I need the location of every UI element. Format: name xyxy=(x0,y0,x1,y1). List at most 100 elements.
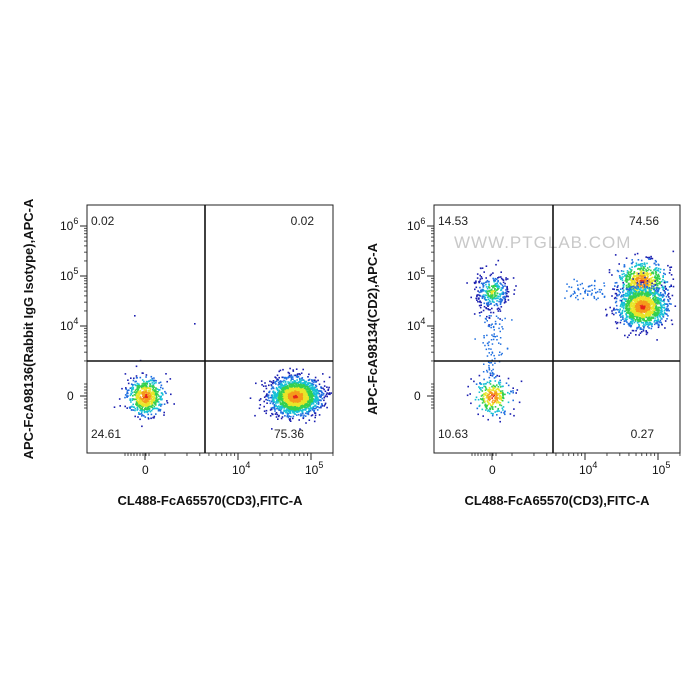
event-point xyxy=(486,400,489,402)
event-point xyxy=(295,395,298,398)
event-point xyxy=(303,385,306,387)
event-point xyxy=(636,285,638,287)
event-point xyxy=(136,386,139,389)
event-point xyxy=(633,321,636,324)
event-point xyxy=(660,284,663,287)
event-point xyxy=(649,293,652,296)
event-point xyxy=(635,282,638,284)
event-point xyxy=(470,378,472,380)
event-point xyxy=(265,395,267,397)
event-point xyxy=(488,381,491,384)
event-point xyxy=(622,293,625,296)
event-point xyxy=(139,396,142,398)
event-point xyxy=(618,309,621,312)
event-point xyxy=(290,382,293,385)
event-point xyxy=(142,394,145,396)
event-point xyxy=(290,396,293,399)
event-point xyxy=(642,322,645,324)
event-point xyxy=(303,390,306,393)
event-point xyxy=(504,296,506,299)
event-point xyxy=(652,304,655,306)
event-point xyxy=(637,284,639,286)
event-point xyxy=(670,284,672,287)
event-point xyxy=(649,258,651,260)
event-point xyxy=(642,268,644,270)
event-point xyxy=(637,295,640,297)
event-point xyxy=(309,393,311,395)
event-point xyxy=(643,273,645,276)
event-point xyxy=(328,392,331,394)
event-point xyxy=(157,409,160,412)
event-point xyxy=(663,312,666,314)
event-point xyxy=(518,401,521,404)
event-point xyxy=(145,400,148,403)
event-point xyxy=(652,295,654,297)
event-point xyxy=(491,295,494,297)
event-point xyxy=(631,291,634,294)
event-point xyxy=(488,295,490,297)
event-point xyxy=(134,409,136,412)
event-point xyxy=(499,295,501,298)
event-point xyxy=(674,305,677,307)
event-point xyxy=(636,301,639,303)
event-point xyxy=(656,279,658,282)
event-point xyxy=(636,283,639,285)
event-point xyxy=(629,296,632,299)
event-point xyxy=(486,407,488,410)
event-point xyxy=(149,385,152,388)
event-point xyxy=(138,396,141,399)
event-point xyxy=(299,403,301,405)
event-point xyxy=(314,416,316,419)
event-point xyxy=(636,298,639,301)
event-point xyxy=(280,412,282,414)
event-point xyxy=(663,298,666,301)
event-point xyxy=(281,400,284,403)
event-point xyxy=(481,408,484,411)
event-point xyxy=(288,389,291,391)
event-point xyxy=(633,302,635,304)
event-point xyxy=(296,379,298,381)
event-point xyxy=(328,376,331,379)
event-point xyxy=(323,399,325,402)
event-point xyxy=(169,378,172,380)
event-point xyxy=(295,389,298,391)
event-point xyxy=(284,385,287,388)
event-point xyxy=(482,395,485,398)
event-point xyxy=(652,306,655,309)
event-point xyxy=(275,388,278,390)
event-point xyxy=(626,305,629,307)
event-point xyxy=(284,395,287,398)
event-point xyxy=(497,277,499,279)
event-point xyxy=(288,404,291,407)
event-point xyxy=(626,312,628,314)
event-point xyxy=(651,286,654,288)
event-point xyxy=(153,386,155,388)
event-point xyxy=(288,395,291,397)
event-point xyxy=(143,415,145,417)
event-point xyxy=(316,409,319,411)
event-point xyxy=(660,307,663,310)
event-point xyxy=(644,320,647,322)
event-point xyxy=(298,397,300,399)
event-point xyxy=(615,297,618,300)
event-point xyxy=(153,407,156,409)
event-point xyxy=(638,334,640,336)
event-point xyxy=(147,404,150,407)
event-point xyxy=(134,380,136,383)
event-point xyxy=(500,306,503,308)
event-point xyxy=(277,379,279,381)
event-point xyxy=(266,393,268,395)
event-point xyxy=(631,259,633,261)
event-point xyxy=(488,287,491,289)
event-point xyxy=(620,276,622,279)
event-point xyxy=(138,392,140,394)
event-point xyxy=(639,332,642,334)
event-point xyxy=(287,403,289,405)
event-point xyxy=(155,397,158,399)
event-point xyxy=(313,399,316,402)
event-point xyxy=(144,399,146,402)
event-point xyxy=(671,294,674,297)
event-point xyxy=(268,399,271,402)
event-point xyxy=(292,417,294,420)
event-point xyxy=(656,310,659,312)
